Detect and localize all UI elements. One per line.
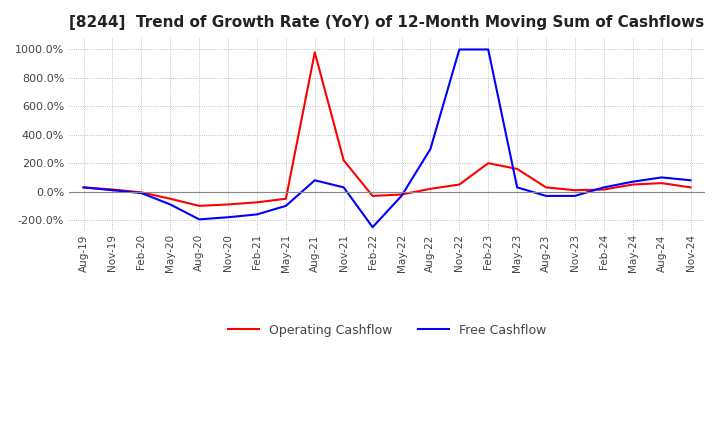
Operating Cashflow (541, 185, 550, 190)
Operating Cashflow (137, 190, 145, 195)
Free Cashflow (195, 217, 204, 222)
Free Cashflow (79, 185, 88, 190)
Free Cashflow (455, 47, 464, 52)
Free Cashflow (108, 187, 117, 193)
Free Cashflow (600, 185, 608, 190)
Operating Cashflow (339, 158, 348, 163)
Operating Cashflow (224, 202, 233, 207)
Free Cashflow (541, 193, 550, 198)
Operating Cashflow (455, 182, 464, 187)
Free Cashflow (282, 203, 290, 209)
Operating Cashflow (108, 187, 117, 192)
Operating Cashflow (686, 185, 695, 190)
Operating Cashflow (282, 196, 290, 202)
Operating Cashflow (166, 196, 174, 202)
Line: Free Cashflow: Free Cashflow (84, 49, 690, 227)
Operating Cashflow (484, 161, 492, 166)
Free Cashflow (629, 179, 637, 184)
Free Cashflow (253, 212, 261, 217)
Operating Cashflow (426, 186, 435, 191)
Free Cashflow (137, 191, 145, 196)
Operating Cashflow (629, 182, 637, 187)
Free Cashflow (369, 224, 377, 230)
Free Cashflow (397, 193, 406, 198)
Free Cashflow (484, 47, 492, 52)
Free Cashflow (310, 178, 319, 183)
Operating Cashflow (195, 203, 204, 209)
Free Cashflow (426, 147, 435, 152)
Operating Cashflow (571, 187, 580, 193)
Free Cashflow (339, 185, 348, 190)
Free Cashflow (686, 178, 695, 183)
Free Cashflow (571, 193, 580, 198)
Legend: Operating Cashflow, Free Cashflow: Operating Cashflow, Free Cashflow (223, 319, 552, 342)
Operating Cashflow (253, 200, 261, 205)
Free Cashflow (657, 175, 666, 180)
Operating Cashflow (513, 166, 521, 172)
Free Cashflow (224, 215, 233, 220)
Operating Cashflow (310, 50, 319, 55)
Operating Cashflow (657, 180, 666, 186)
Title: [8244]  Trend of Growth Rate (YoY) of 12-Month Moving Sum of Cashflows: [8244] Trend of Growth Rate (YoY) of 12-… (69, 15, 705, 30)
Line: Operating Cashflow: Operating Cashflow (84, 52, 690, 206)
Operating Cashflow (369, 193, 377, 198)
Free Cashflow (513, 185, 521, 190)
Free Cashflow (166, 202, 174, 207)
Operating Cashflow (600, 187, 608, 192)
Operating Cashflow (79, 185, 88, 190)
Operating Cashflow (397, 192, 406, 197)
